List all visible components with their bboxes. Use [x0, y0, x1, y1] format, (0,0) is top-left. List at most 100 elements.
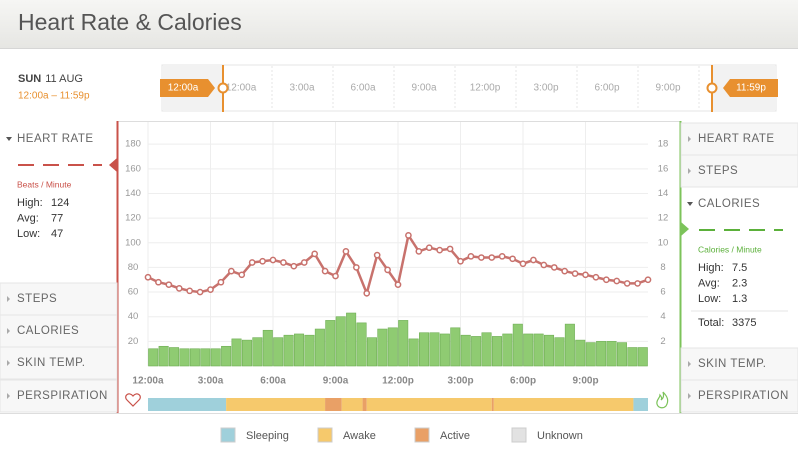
- heart-rate-point: [634, 280, 641, 287]
- calorie-bar: [512, 323, 523, 367]
- date: SUN 11 AUG: [18, 73, 83, 85]
- section-title[interactable]: CALORIES: [17, 325, 79, 337]
- stat-value: 47: [51, 228, 63, 240]
- x-tick-label: 6:00p: [510, 376, 536, 387]
- timeline-tick: 12:00a: [226, 83, 257, 94]
- caret: [6, 137, 12, 141]
- heart-rate-point: [394, 281, 402, 289]
- heart-rate-point: [248, 259, 256, 266]
- section-tab[interactable]: [0, 346, 118, 380]
- timeline-tick: 12:00p: [470, 83, 501, 94]
- section-title[interactable]: PERSPIRATION: [17, 390, 108, 402]
- section-title[interactable]: HEART RATE: [698, 133, 775, 145]
- handle[interactable]: [217, 82, 229, 94]
- section-title[interactable]: SKIN TEMP.: [17, 357, 86, 369]
- heart-rate-point: [613, 277, 621, 285]
- timeline-tick: 6:00p: [594, 83, 619, 94]
- calorie-bar: [575, 339, 586, 367]
- activity-segment: [325, 398, 342, 411]
- calorie-bar: [252, 337, 263, 367]
- caret: [7, 360, 10, 366]
- x-tick-label: 9:00a: [323, 376, 349, 387]
- section-tab[interactable]: [680, 347, 798, 381]
- legend-label: Awake: [343, 430, 376, 442]
- section-tab[interactable]: [680, 379, 798, 413]
- y-tick-label: 140: [125, 188, 141, 199]
- calorie-bar: [398, 320, 409, 367]
- stat-label: Avg:: [17, 212, 39, 224]
- calorie-bar: [262, 329, 273, 367]
- x-tick-label: 9:00p: [572, 376, 598, 387]
- calorie-bar: [200, 348, 211, 367]
- heart-rate-point: [425, 244, 433, 252]
- section-title[interactable]: STEPS: [698, 165, 738, 177]
- y2-tick-label: 12: [658, 213, 669, 224]
- heart-rate-point: [207, 286, 214, 293]
- x-tick-label: 3:00p: [447, 376, 473, 387]
- handle[interactable]: [706, 82, 718, 94]
- section-title[interactable]: CALORIES: [698, 198, 760, 210]
- y2-tick-label: 10: [658, 237, 669, 248]
- heart-rate-point: [384, 266, 391, 274]
- calorie-bar: [158, 345, 169, 367]
- calorie-bar: [169, 347, 180, 367]
- x-tick-label: 6:00a: [260, 376, 286, 387]
- heart-rate-point: [592, 273, 600, 281]
- calorie-bar: [596, 341, 607, 367]
- y-tick-label: 60: [128, 287, 139, 298]
- date-range: 12:00a – 11:59p: [18, 91, 90, 102]
- start-flag[interactable]: [160, 79, 215, 97]
- section-title[interactable]: SKIN TEMP.: [698, 358, 767, 370]
- y-tick-label: 120: [125, 213, 141, 224]
- x-tick-label: 12:00p: [382, 376, 414, 387]
- heart-rate-point: [582, 271, 589, 279]
- timeline-tick: 9:00p: [655, 83, 680, 94]
- y2-tick-label: 14: [658, 188, 669, 199]
- y-tick-label: 160: [125, 163, 141, 174]
- end-flag-label: 11:59p: [736, 83, 766, 94]
- caret: [688, 136, 691, 142]
- section-title[interactable]: STEPS: [17, 293, 57, 305]
- section-tab[interactable]: [0, 314, 118, 348]
- calorie-bar: [294, 333, 305, 367]
- calorie-bar: [221, 345, 232, 367]
- stat-value: 124: [51, 197, 69, 209]
- section-tab[interactable]: [0, 282, 118, 316]
- section-title[interactable]: HEART RATE: [17, 133, 94, 145]
- calorie-bar: [616, 342, 627, 367]
- heart-rate-point: [321, 267, 329, 275]
- heart-rate-point: [165, 281, 173, 289]
- heart-rate-point: [144, 273, 152, 281]
- caret: [7, 328, 10, 334]
- calorie-bar: [564, 323, 575, 367]
- section-tab[interactable]: [680, 122, 798, 156]
- calorie-bar: [210, 348, 221, 367]
- end-flag[interactable]: [723, 79, 778, 97]
- stat-value: 7.5: [732, 262, 747, 274]
- calorie-bar: [346, 312, 357, 367]
- header: [0, 0, 798, 48]
- activity-segment: [341, 398, 363, 411]
- caret: [688, 361, 691, 367]
- heart-rate-point: [196, 288, 204, 296]
- calorie-bar: [523, 333, 534, 367]
- calorie-bar: [471, 336, 482, 367]
- calorie-bar: [533, 333, 544, 367]
- y-tick-label: 100: [125, 237, 141, 248]
- heart-rate-point: [352, 264, 360, 271]
- heart-rate-point: [280, 259, 287, 266]
- heart-rate-point: [488, 254, 496, 261]
- calorie-bar: [502, 333, 513, 367]
- calorie-bar: [491, 336, 502, 367]
- heart-rate-point: [446, 245, 454, 253]
- calorie-bar: [606, 341, 617, 367]
- heart-rate-point: [457, 257, 464, 265]
- section-tab[interactable]: [680, 154, 798, 188]
- section-tab[interactable]: [0, 379, 118, 413]
- calorie-bar: [273, 337, 284, 367]
- section-title[interactable]: PERSPIRATION: [698, 390, 789, 402]
- calorie-bar: [450, 327, 461, 367]
- legend-label: Active: [440, 430, 470, 442]
- timeline[interactable]: [161, 64, 777, 112]
